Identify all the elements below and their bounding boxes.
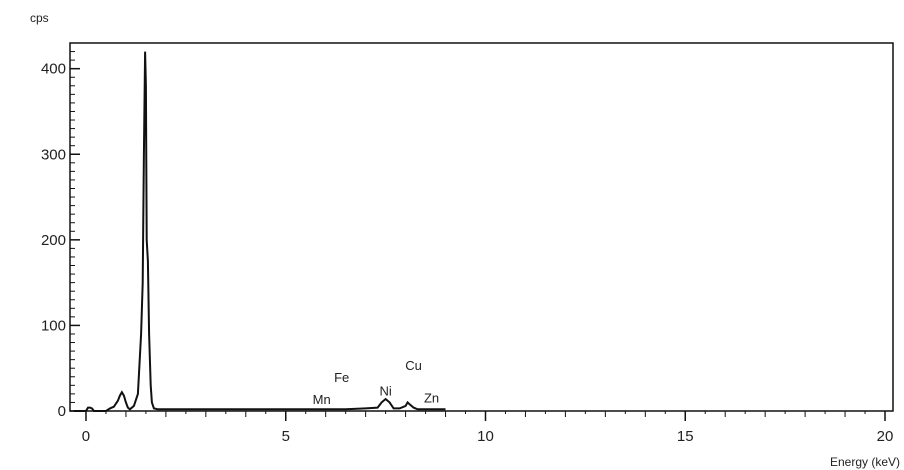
peak-label: Zn	[424, 390, 439, 405]
y-tick-label: 100	[41, 317, 66, 334]
axis-tick-labels: 0 100 200 300 400 0 5 10 15 20	[41, 61, 893, 445]
spectrum-line	[74, 51, 446, 412]
x-tick-label: 20	[877, 428, 894, 445]
x-tick-label: 15	[677, 428, 694, 445]
x-tick-label: 5	[282, 428, 290, 445]
x-tick-label: 10	[477, 428, 494, 445]
y-tick-label: 300	[41, 146, 66, 163]
x-tick-label: 0	[82, 428, 90, 445]
peak-label: Ni	[379, 384, 391, 399]
y-tick-label: 0	[58, 403, 66, 420]
peak-label: Cu	[405, 358, 422, 373]
y-tick-label: 400	[41, 61, 66, 78]
peak-label: Fe	[334, 370, 349, 385]
plot-frame	[69, 42, 894, 412]
peak-label: Mn	[313, 392, 331, 407]
axis-ticks	[70, 51, 886, 421]
y-axis-unit-label: cps	[30, 11, 49, 25]
y-tick-label: 200	[41, 232, 66, 249]
x-axis-label: Energy (keV)	[830, 455, 900, 469]
